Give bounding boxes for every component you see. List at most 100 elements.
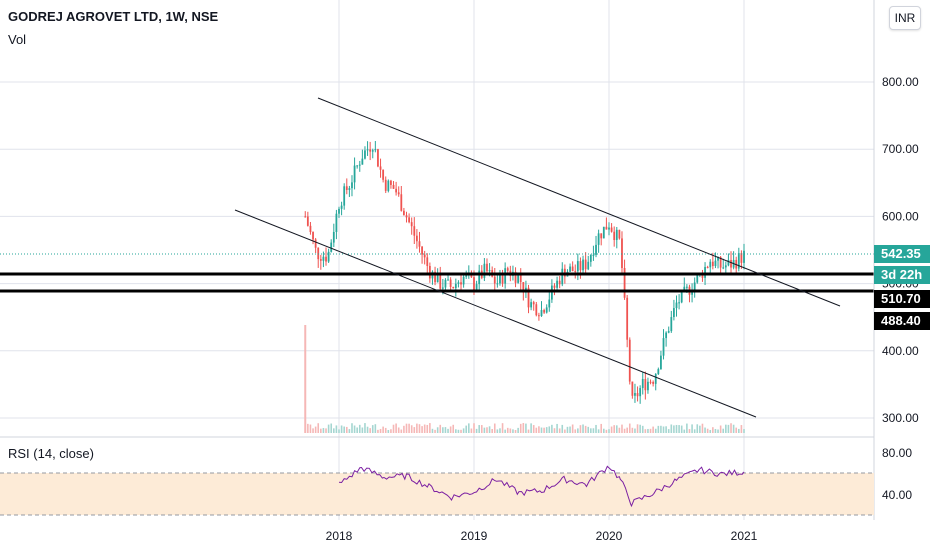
- candle-body: [501, 273, 504, 284]
- volume-bar: [691, 424, 693, 433]
- candle-body: [478, 270, 481, 285]
- volume-bar: [709, 429, 712, 433]
- volume-bar: [610, 426, 613, 433]
- volume-bar: [426, 424, 429, 433]
- volume-bar: [647, 428, 649, 433]
- volume-bar: [377, 429, 379, 433]
- volume-bar: [392, 424, 395, 433]
- candle-body: [403, 210, 405, 216]
- volume-bar: [714, 428, 717, 433]
- time-axis[interactable]: 2018 2019 2020 2021: [326, 529, 758, 543]
- volume-bar: [551, 424, 553, 433]
- candle-body: [361, 158, 364, 165]
- volume-bar: [353, 425, 356, 433]
- candle-body: [390, 180, 392, 185]
- volume-bar: [660, 425, 662, 433]
- volume-bar: [525, 423, 527, 433]
- candle-body: [652, 382, 655, 384]
- volume-bar: [442, 427, 444, 433]
- volume-bar: [395, 423, 397, 433]
- candle-body: [418, 241, 421, 247]
- candle-body: [670, 317, 673, 332]
- candle-body: [340, 205, 343, 209]
- candle-body: [434, 271, 436, 283]
- candle-body: [673, 308, 675, 318]
- candle-body: [595, 244, 597, 255]
- candle-body: [486, 263, 488, 272]
- candle-body: [358, 164, 361, 166]
- volume-bar: [307, 423, 309, 433]
- candle-body: [649, 381, 652, 383]
- volume-bar: [369, 428, 371, 433]
- volume-bar: [730, 423, 732, 433]
- candle-body: [470, 274, 473, 278]
- candle-body: [530, 302, 533, 308]
- volume-bar: [553, 428, 556, 433]
- candle-body: [504, 268, 507, 284]
- rsi-line[interactable]: [338, 465, 745, 508]
- candle-body: [465, 275, 468, 277]
- candle-body: [657, 369, 660, 375]
- candle-body: [722, 267, 725, 269]
- candle-body: [706, 266, 709, 268]
- candle-body: [335, 213, 338, 232]
- volume-bar: [545, 427, 548, 433]
- volume-bar: [538, 426, 540, 433]
- volume-bar: [506, 427, 509, 433]
- volume-bar: [706, 428, 709, 433]
- volume-bar: [340, 425, 343, 433]
- price-tick-label: 700.00: [882, 142, 919, 156]
- volume-bar: [397, 427, 400, 433]
- symbol-title[interactable]: GODREJ AGROVET LTD, 1W, NSE: [8, 9, 219, 24]
- candle-body: [626, 297, 629, 340]
- volume-bar: [405, 423, 408, 433]
- volume-bar: [457, 429, 460, 433]
- volume-bar: [623, 428, 626, 433]
- candle-body: [540, 310, 543, 317]
- candle-body: [647, 381, 649, 391]
- rsi-legend[interactable]: RSI (14, close): [8, 446, 94, 461]
- volume-bar: [571, 424, 574, 433]
- candle-body: [618, 229, 621, 239]
- volume-bar: [309, 424, 312, 433]
- candle-body: [343, 186, 346, 206]
- candle-body: [382, 169, 385, 180]
- candle-body: [641, 378, 644, 389]
- volume-bar: [504, 429, 506, 433]
- candle-body: [727, 259, 730, 266]
- volume-bar: [621, 424, 623, 433]
- rsi-axis[interactable]: 40.00 80.00: [882, 446, 912, 502]
- candle-body: [338, 208, 340, 214]
- candlesticks[interactable]: [304, 141, 745, 404]
- volume-bar: [558, 428, 561, 433]
- candle-body: [665, 332, 668, 339]
- candle-body: [325, 256, 327, 262]
- volume-legend[interactable]: Vol: [8, 32, 27, 47]
- candle-body: [592, 254, 595, 256]
- candle-body: [364, 150, 366, 159]
- currency-button[interactable]: INR: [889, 6, 921, 30]
- volume-bar: [322, 428, 325, 433]
- candle-body: [436, 273, 439, 283]
- candle-body: [452, 286, 455, 289]
- volume-bar: [732, 424, 735, 433]
- candle-body: [589, 255, 592, 262]
- candle-body: [522, 282, 525, 293]
- volume-bar: [325, 428, 327, 433]
- volume-bar: [330, 423, 333, 433]
- volume-bar: [613, 425, 615, 433]
- channel-upper-trendline[interactable]: [317, 97, 841, 307]
- volume-bar: [335, 425, 338, 433]
- candle-body: [317, 247, 320, 260]
- candle-body: [602, 226, 605, 239]
- volume-bar: [478, 425, 480, 433]
- channel-lower-trendline[interactable]: [234, 209, 757, 418]
- candle-body: [493, 276, 496, 284]
- volume-bar: [667, 429, 670, 433]
- volume-bar: [603, 428, 605, 433]
- volume-bar: [527, 429, 530, 433]
- volume-bar: [421, 426, 423, 433]
- volume-bar: [447, 428, 449, 433]
